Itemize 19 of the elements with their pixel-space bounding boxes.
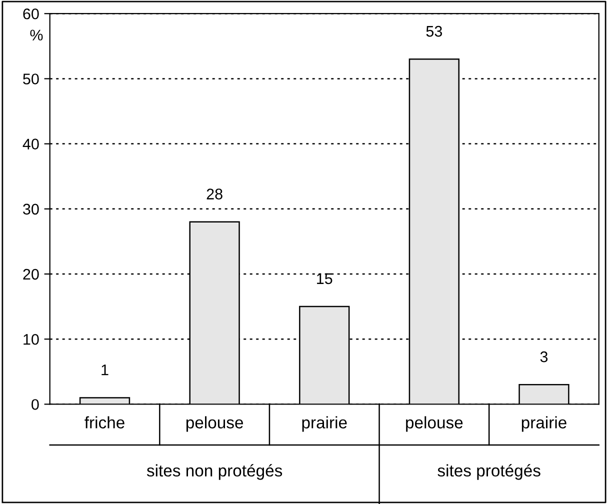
data-label: 3 (540, 351, 548, 362)
x-tick-label: pelouse (186, 416, 244, 432)
y-axis-title: % (30, 30, 43, 40)
y-tick-label: 30 (23, 204, 39, 215)
y-tick-label: 20 (23, 268, 39, 280)
data-label: 1 (102, 364, 108, 376)
y-tick-label: 0 (32, 399, 39, 410)
x-tick-label: pelouse (406, 416, 463, 432)
x-tick-label: prairie (522, 416, 566, 432)
data-label: 53 (426, 26, 442, 37)
y-tick-label: 10 (24, 334, 39, 345)
x-tick-label: friche (84, 416, 124, 428)
y-tick-label: 40 (22, 138, 39, 150)
y-tick-label: 60 (23, 8, 39, 20)
data-label: 28 (206, 188, 222, 200)
x-tick-label: prairie (302, 416, 347, 432)
y-tick-label: 50 (23, 74, 39, 84)
text: sites protégés (438, 464, 540, 480)
text: sites non protégés (146, 464, 282, 480)
